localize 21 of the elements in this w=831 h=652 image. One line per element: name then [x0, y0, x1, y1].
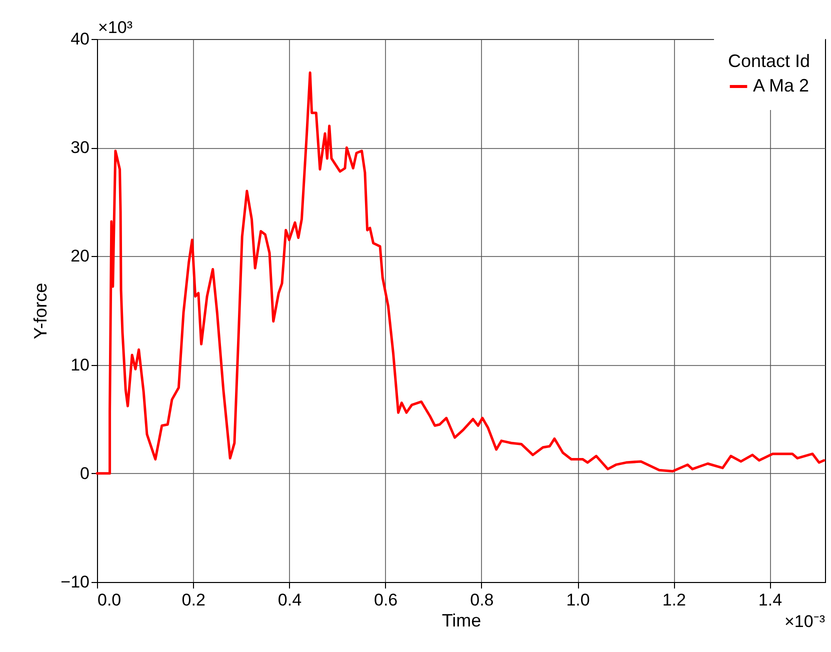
x-tick-label: 0.0	[98, 590, 122, 610]
y-tick-label: 0	[80, 464, 90, 483]
text: ×10³	[98, 18, 133, 37]
x-tick-label: 1.0	[566, 590, 590, 610]
y-tick-label: 30	[70, 138, 90, 158]
y-tick-label: 20	[70, 246, 90, 266]
x-axis-title: Time	[442, 610, 482, 630]
x-tick-label: 0.8	[470, 590, 494, 610]
line-series	[96, 71, 826, 475]
y-tick-label: 10	[70, 355, 90, 374]
x-tick-label: 0.2	[182, 590, 206, 610]
x-tick-label: 1.4	[758, 590, 782, 610]
text: ×10⁻³	[784, 612, 826, 631]
y-axis-title: Y-force	[30, 282, 51, 340]
legend-title: Contact Id	[728, 51, 810, 71]
x-tick-label: 1.2	[662, 590, 686, 610]
x-tick-label: 0.6	[374, 590, 398, 610]
legend-label: A Ma 2	[753, 76, 810, 96]
x-tick-label: 0.4	[278, 590, 302, 610]
y-tick-label: −10	[60, 572, 90, 592]
y-tick-label: 40	[70, 30, 90, 48]
